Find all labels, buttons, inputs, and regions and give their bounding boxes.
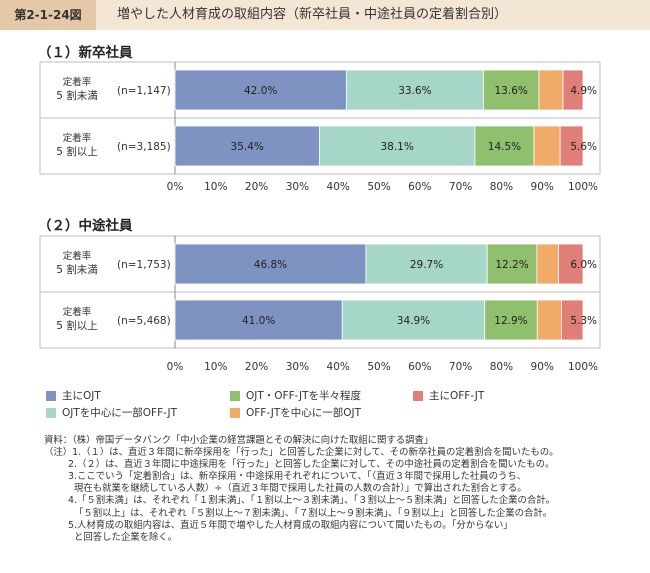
category-label: 定着率: [63, 76, 92, 88]
note-line: と回答した企業を除く。: [74, 531, 178, 543]
x-tick-label: 70%: [449, 181, 472, 193]
category-label: 定着率: [63, 250, 92, 262]
x-tick-label: 90%: [531, 181, 554, 193]
bar-segment: [174, 69, 347, 111]
bar-segment: [474, 125, 535, 167]
x-tick-label: 10%: [204, 361, 227, 373]
note-line: （注）1.（１）は、直近３年間に新卒採用を「行った」と回答した企業に対して、その…: [44, 447, 559, 459]
chart-notes: 資料：（株）帝国データバンク「中小企業の経営課題とその解決に向けた取組に関する調…: [44, 435, 644, 544]
bar-segment: [174, 125, 320, 167]
data-label: 14.5%: [488, 141, 521, 153]
data-label: 5.3%: [570, 315, 597, 327]
bar-segment: [562, 69, 584, 111]
data-label: 13.6%: [495, 85, 528, 97]
x-tick-label: 60%: [408, 361, 431, 373]
x-tick-label: 100%: [568, 181, 598, 193]
data-label: 35.4%: [231, 141, 264, 153]
bar-segment: [345, 69, 484, 111]
category-n-label: (n=1,753): [117, 259, 171, 271]
data-label: 6.0%: [570, 259, 597, 271]
x-tick-label: 30%: [286, 181, 309, 193]
bar-segment: [536, 299, 562, 341]
category-label: 5 割未満: [56, 263, 98, 276]
note-line: 現在も就業を継続している人数）÷（直近３年間で採用した社員の人数の合計）」で算出…: [74, 483, 527, 495]
figure-number: 第2-1-24図: [0, 0, 96, 30]
note-line: 5.人材育成の取組内容は、直近５年間で増やした人材育成の取組内容について聞いたも…: [68, 519, 513, 531]
x-tick-label: 100%: [568, 361, 598, 373]
section-title-new-graduates: （１）新卒社員: [38, 45, 133, 61]
x-tick-label: 20%: [245, 181, 268, 193]
data-label: 46.8%: [254, 259, 287, 271]
x-tick-label: 70%: [449, 361, 472, 373]
x-tick-label: 50%: [367, 181, 390, 193]
x-tick-label: 30%: [286, 361, 309, 373]
note-line: 3.ここでいう「定着割合」は、新卒採用・中途採用それぞれについて、「（直近３年間…: [68, 471, 527, 483]
bar-segment: [560, 299, 584, 341]
bar-segment: [559, 125, 584, 167]
data-label: 33.6%: [398, 85, 431, 97]
data-label: 12.2%: [495, 259, 528, 271]
note-line: 「５割以上」は、それぞれ「５割以上～７割未満」、「７割以上～９割未満」、「９割以…: [74, 507, 553, 519]
data-label: 12.9%: [494, 315, 527, 327]
bar-segment: [365, 243, 488, 285]
x-tick-label: 40%: [327, 361, 350, 373]
x-tick-label: 80%: [490, 181, 513, 193]
category-n-label: (n=3,185): [117, 141, 171, 153]
x-tick-label: 40%: [327, 181, 350, 193]
x-tick-label: 0%: [167, 181, 184, 193]
bar-segment: [174, 243, 367, 285]
category-n-label: (n=1,147): [117, 85, 171, 97]
data-label: 42.0%: [244, 85, 277, 97]
category-label: 定着率: [63, 306, 92, 318]
bar-segment: [341, 299, 486, 341]
bar-segment: [319, 125, 476, 167]
category-label: 5 割未満: [56, 89, 98, 102]
x-tick-label: 10%: [204, 181, 227, 193]
note-line: 4.「５割未満」は、それぞれ「１割未満」、「１割以上～３割未満」、「３割以上～５…: [68, 495, 556, 507]
x-tick-label: 0%: [167, 361, 184, 373]
bar-segment: [484, 299, 538, 341]
bar-segment: [536, 243, 559, 285]
category-n-label: (n=5,468): [117, 315, 171, 327]
data-label: 38.1%: [380, 141, 413, 153]
bar-segment: [533, 125, 561, 167]
x-tick-label: 50%: [367, 361, 390, 373]
x-tick-label: 60%: [408, 181, 431, 193]
bar-segment: [174, 299, 343, 341]
figure-title: 増やした人材育成の取組内容（新卒社員・中途社員の定着割合別）: [117, 7, 508, 22]
section-title-mid-career: （２）中途社員: [38, 218, 133, 234]
data-label: 41.0%: [242, 315, 275, 327]
bar-segment: [558, 243, 584, 285]
data-label: 29.7%: [410, 259, 443, 271]
data-label: 4.9%: [570, 85, 597, 97]
bar-segment: [483, 69, 540, 111]
category-label: 定着率: [63, 132, 92, 144]
x-tick-label: 80%: [490, 361, 513, 373]
data-label: 34.9%: [397, 315, 430, 327]
category-label: 5 割以上: [56, 145, 98, 158]
category-label: 5 割以上: [56, 319, 98, 332]
figure-header: 第2-1-24図 増やした人材育成の取組内容（新卒社員・中途社員の定着割合別）: [0, 0, 650, 30]
x-tick-label: 20%: [245, 361, 268, 373]
data-label: 5.6%: [570, 141, 597, 153]
x-tick-label: 90%: [531, 361, 554, 373]
bar-segment: [486, 243, 538, 285]
bar-segment: [538, 69, 564, 111]
note-line: 2.（２）は、直近３年間に中途採用を「行った」と回答した企業に対して、その中途社…: [68, 459, 555, 471]
note-source: 資料：（株）帝国データバンク「中小企業の経営課題とその解決に向けた取組に関する調…: [44, 435, 434, 446]
